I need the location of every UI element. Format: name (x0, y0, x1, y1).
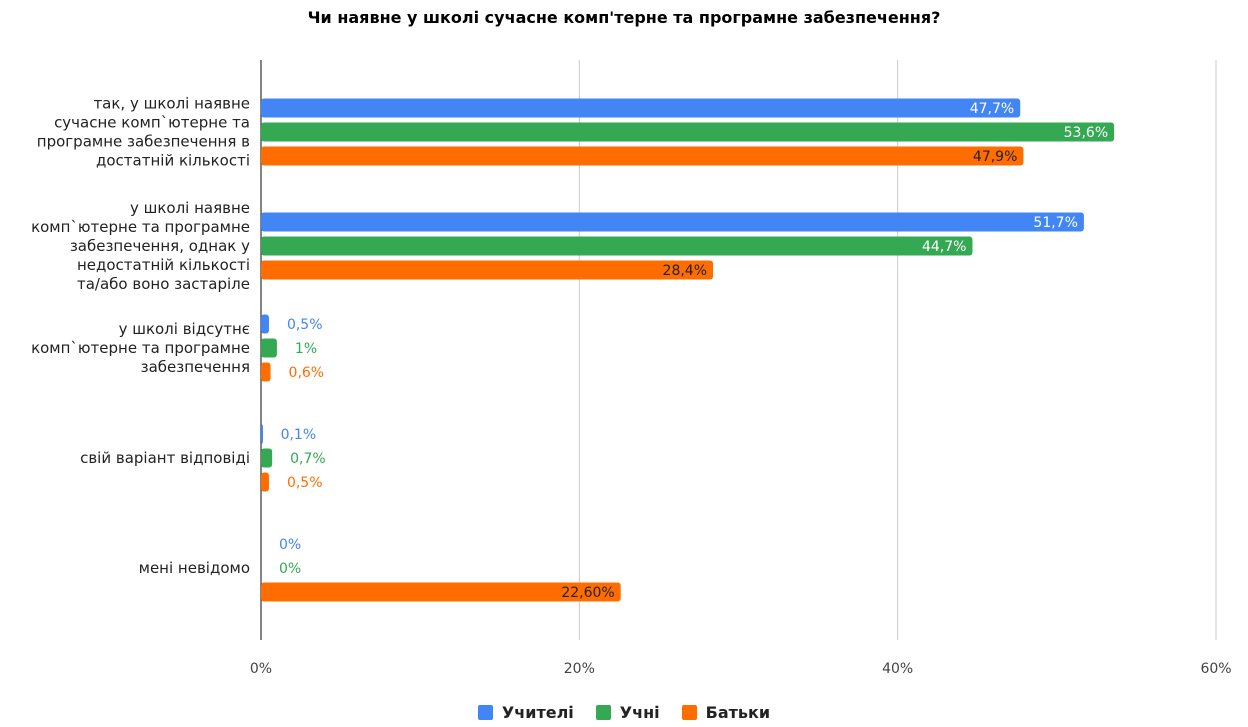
category-label: свій варіант відповіді (80, 449, 250, 467)
bar (261, 448, 273, 468)
legend-item-teachers: Учителі (477, 703, 574, 722)
bar (261, 212, 1084, 232)
data-label: 1% (295, 341, 317, 357)
data-label: 51,7% (1033, 215, 1077, 231)
legend-swatch (681, 705, 697, 720)
category-label: достатній кількості (96, 152, 250, 170)
category-label: забезпечення (141, 358, 250, 376)
bar (261, 424, 263, 444)
category-label: сучасне комп`ютерне та (54, 114, 250, 132)
category-label: комп`ютерне та програмне (31, 218, 250, 236)
data-label: 0% (279, 537, 301, 553)
category-label: недостатній кількості (77, 256, 250, 274)
data-label: 0% (279, 561, 301, 577)
bar (261, 362, 271, 382)
data-label: 47,9% (973, 149, 1017, 165)
chart-title: Чи наявне у школі сучасне комп'терне та … (307, 8, 941, 27)
data-label: 0,5% (287, 317, 323, 333)
bar (261, 472, 269, 492)
bar (261, 582, 621, 602)
data-label: 0,7% (290, 451, 326, 467)
bar (261, 98, 1021, 118)
legend-label: Батьки (705, 703, 771, 722)
category-label: у школі наявне (130, 199, 250, 217)
data-label: 28,4% (663, 263, 707, 279)
category-label: мені невідомо (139, 559, 250, 577)
x-tick-label: 40% (882, 661, 913, 677)
data-label: 53,6% (1064, 125, 1108, 141)
legend-item-parents: Батьки (681, 703, 771, 722)
bar (261, 236, 973, 256)
category-label: програмне забезпечення в (37, 133, 250, 151)
legend-label: Учителі (501, 703, 574, 722)
bar (261, 260, 714, 280)
data-label: 22,60% (561, 585, 614, 601)
category-label: так, у школі наявне (93, 95, 250, 113)
chart-legend: Учителі Учні Батьки (0, 703, 1248, 722)
bar (261, 122, 1115, 142)
legend-swatch (477, 705, 493, 720)
legend-swatch (595, 705, 611, 720)
data-label: 0,5% (287, 475, 323, 491)
category-label: забезпечення, однак у (70, 237, 250, 255)
category-label: у школі відсутнє (119, 320, 250, 338)
bar (261, 314, 269, 334)
data-label: 47,7% (970, 101, 1014, 117)
data-label: 0,6% (289, 365, 325, 381)
bar (261, 146, 1024, 166)
category-label: комп`ютерне та програмне (31, 339, 250, 357)
bar (261, 338, 277, 358)
x-tick-label: 0% (250, 661, 272, 677)
x-tick-label: 60% (1200, 661, 1231, 677)
data-label: 44,7% (922, 239, 966, 255)
data-label: 0,1% (281, 427, 317, 443)
x-tick-label: 20% (564, 661, 595, 677)
legend-item-students: Учні (595, 703, 660, 722)
category-label: та/або воно застаріле (77, 275, 250, 293)
legend-label: Учні (619, 703, 660, 722)
